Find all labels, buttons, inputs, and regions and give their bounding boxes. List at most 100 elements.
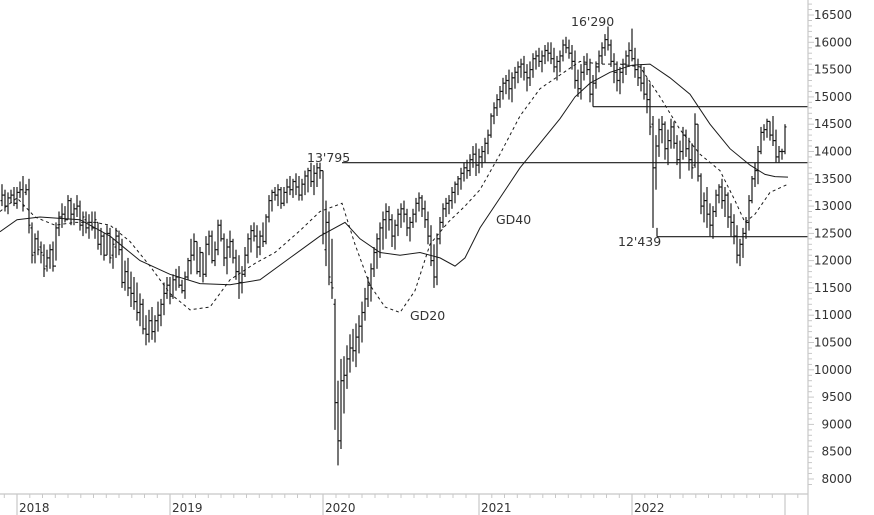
ohlc-bar — [696, 123, 700, 182]
ohlc-bar — [684, 129, 688, 157]
ohlc-bar — [78, 200, 82, 231]
ohlc-bar — [495, 94, 499, 116]
ohlc-bar — [132, 277, 136, 310]
ohlc-bar — [222, 233, 226, 267]
ohlc-bar — [618, 66, 622, 95]
ohlc-bar — [339, 358, 343, 449]
ohlc-bar — [633, 47, 637, 78]
ohlc-bar — [27, 178, 31, 234]
ohlc-bar — [231, 238, 235, 264]
ohlc-bar — [267, 195, 271, 223]
y-tick-label: 12000 — [814, 254, 852, 268]
ohlc-bar — [594, 61, 598, 89]
ohlc-bar — [726, 192, 730, 228]
x-axis: 2018 2019 2020 2021 2022 — [0, 493, 808, 515]
annotation-gd20: GD20 — [410, 308, 445, 323]
ohlc-bar — [147, 309, 151, 343]
ohlc-bar — [585, 53, 589, 75]
ohlc-bar — [273, 187, 277, 201]
ohlc-bar — [498, 86, 502, 108]
ohlc-bar — [399, 203, 403, 228]
ohlc-bar — [510, 72, 514, 103]
ohlc-bar — [258, 230, 262, 256]
ohlc-bar — [675, 135, 679, 166]
ohlc-bar — [0, 184, 4, 207]
ohlc-bar — [156, 301, 160, 332]
ohlc-bar — [657, 118, 661, 157]
ohlc-bar — [717, 184, 721, 204]
ohlc-bar — [165, 277, 169, 299]
ohlc-bar — [474, 143, 478, 176]
ohlc-bar — [492, 102, 496, 125]
ohlc-bar — [615, 61, 619, 92]
ohlc-bar — [12, 187, 16, 207]
ohlc-bar — [771, 116, 775, 146]
ohlc-bar — [600, 42, 604, 65]
y-tick-label: 14500 — [814, 117, 852, 131]
ohlc-bar — [240, 266, 244, 294]
ohlc-bar — [234, 249, 238, 280]
ohlc-bar — [669, 118, 673, 149]
ohlc-bar — [504, 75, 508, 95]
ohlc-bar — [72, 203, 76, 226]
ohlc-bar — [285, 178, 289, 204]
ohlc-bar — [252, 222, 256, 242]
ohlc-bar — [627, 42, 631, 67]
ohlc-bar — [456, 176, 460, 196]
ohlc-bar — [711, 206, 715, 239]
ohlc-bar — [687, 137, 691, 171]
ohlc-bar — [276, 184, 280, 207]
ohlc-bar — [450, 187, 454, 209]
ohlc-bar — [762, 124, 766, 141]
ohlc-bar — [354, 323, 358, 368]
y-axis: 16500 16000 15500 15000 14500 14000 13500 13000… — [807, 0, 852, 515]
ohlc-bar — [384, 203, 388, 239]
ohlc-bar — [699, 173, 703, 215]
ohlc-bar — [369, 263, 373, 302]
ohlc-bar — [321, 170, 325, 245]
horizontal-level-lines — [342, 106, 808, 238]
ohlc-bar — [36, 230, 40, 256]
ohlc-bar — [81, 211, 85, 237]
ohlc-bar — [408, 217, 412, 242]
ohlc-bar — [51, 241, 55, 272]
ohlc-bar — [693, 113, 697, 168]
ohlc-bar — [579, 64, 583, 100]
ohlc-bar — [30, 222, 34, 264]
ohlc-bar — [690, 143, 694, 179]
ohlc-bar — [300, 178, 304, 201]
ohlc-bar — [3, 189, 7, 212]
ohlc-bar — [270, 189, 274, 212]
ohlc-bar — [666, 129, 670, 166]
y-tick-label: 9000 — [821, 417, 852, 431]
ohlc-bar — [468, 154, 472, 176]
ohlc-bar — [747, 195, 751, 231]
ohlc-bar — [183, 271, 187, 299]
ohlc-bar — [663, 121, 667, 160]
ohlc-bar — [210, 230, 214, 264]
annotations: 13'795 16'290 12'439 GD40 GD20 — [307, 14, 661, 323]
ohlc-bar — [597, 50, 601, 73]
ohlc-bar — [750, 176, 754, 204]
ohlc-bar — [519, 58, 523, 78]
ohlc-bar — [459, 167, 463, 190]
ohlc-bar — [660, 116, 664, 144]
ohlc-bar — [333, 298, 337, 430]
ohlc-bar — [174, 268, 178, 291]
ohlc-bar — [471, 146, 475, 168]
y-tick-label: 8500 — [821, 445, 852, 459]
ohlc-bar — [357, 315, 361, 354]
ohlc-bar — [213, 241, 217, 267]
ohlc-bar — [420, 195, 424, 217]
ohlc-bar — [330, 238, 334, 299]
ohlc-bar — [372, 247, 376, 277]
ohlc-bar — [57, 211, 61, 237]
ohlc-bar — [102, 233, 106, 261]
ohlc-bar — [489, 113, 493, 138]
ohlc-bar — [768, 120, 772, 141]
gd20-moving-average-line — [0, 60, 789, 314]
ohlc-bar — [435, 233, 439, 286]
ohlc-bar — [186, 257, 190, 280]
ohlc-bar — [348, 334, 352, 373]
